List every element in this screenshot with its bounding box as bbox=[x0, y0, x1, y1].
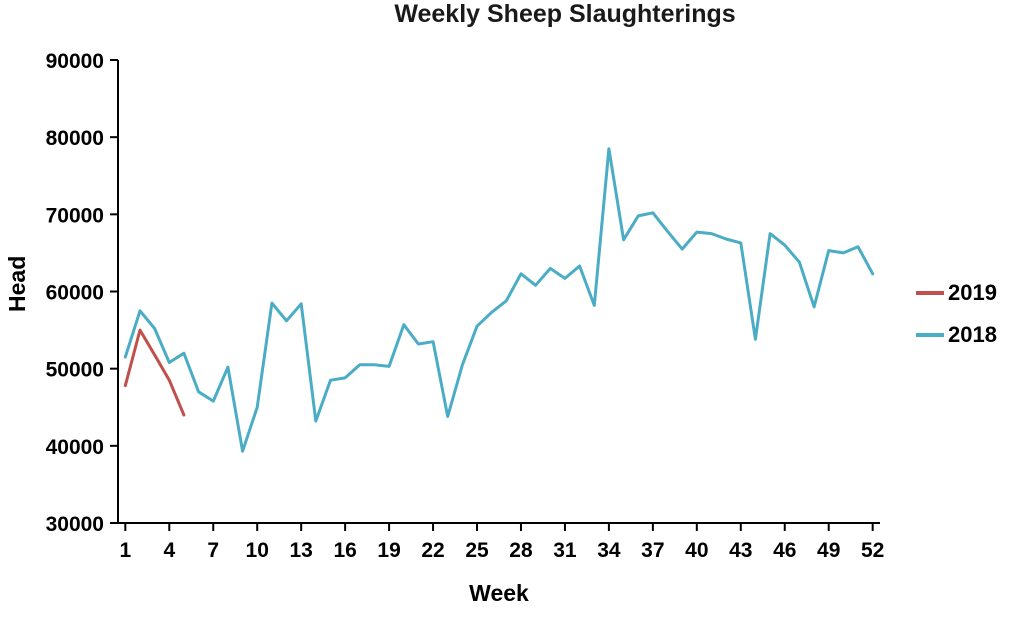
y-tick-label: 80000 bbox=[46, 127, 104, 150]
y-tick-label: 60000 bbox=[46, 282, 104, 305]
y-axis: 30000 40000 50000 60000 70000 80000 90000 bbox=[46, 50, 118, 536]
legend-item-2018: 2018 bbox=[916, 322, 997, 348]
x-tick-label: 10 bbox=[246, 539, 269, 562]
x-tick-label: 34 bbox=[597, 539, 621, 562]
series-line-2018 bbox=[123, 147, 875, 453]
x-tick-label: 37 bbox=[641, 539, 664, 562]
x-tick-label: 13 bbox=[289, 539, 312, 562]
x-tick-label: 19 bbox=[377, 539, 400, 562]
x-axis: 1 4 7 10 13 16 19 22 25 28 31 34 37 40 43 46 49 52 bbox=[119, 523, 884, 562]
x-axis-title: Week bbox=[469, 580, 529, 606]
x-tick-label: 25 bbox=[465, 539, 489, 562]
x-tick-label: 16 bbox=[333, 539, 356, 562]
x-tick-label: 49 bbox=[817, 539, 840, 562]
y-tick-label: 50000 bbox=[46, 359, 104, 382]
chart-title: Weekly Sheep Slaughterings bbox=[394, 0, 736, 28]
series-line-2019 bbox=[123, 328, 186, 417]
legend-swatch-2019 bbox=[916, 291, 944, 295]
x-tick-label: 43 bbox=[729, 539, 752, 562]
legend: 2019 2018 bbox=[916, 280, 997, 348]
x-tick-label: 1 bbox=[119, 539, 131, 562]
x-tick-label: 7 bbox=[207, 539, 219, 562]
x-tick-label: 31 bbox=[553, 539, 577, 562]
y-tick-label: 70000 bbox=[46, 204, 104, 227]
legend-label-2018: 2018 bbox=[948, 322, 997, 347]
y-tick-label: 30000 bbox=[46, 513, 104, 536]
y-tick-label: 90000 bbox=[46, 50, 104, 73]
legend-item-2019: 2019 bbox=[916, 280, 997, 306]
x-tick-label: 28 bbox=[509, 539, 533, 562]
x-tick-label: 46 bbox=[773, 539, 796, 562]
y-tick-label: 40000 bbox=[46, 436, 104, 459]
legend-swatch-2018 bbox=[916, 333, 944, 337]
legend-label-2019: 2019 bbox=[948, 280, 997, 305]
x-tick-label: 4 bbox=[163, 539, 175, 562]
x-tick-label: 52 bbox=[861, 539, 884, 562]
x-tick-label: 40 bbox=[685, 539, 708, 562]
x-tick-label: 22 bbox=[421, 539, 444, 562]
